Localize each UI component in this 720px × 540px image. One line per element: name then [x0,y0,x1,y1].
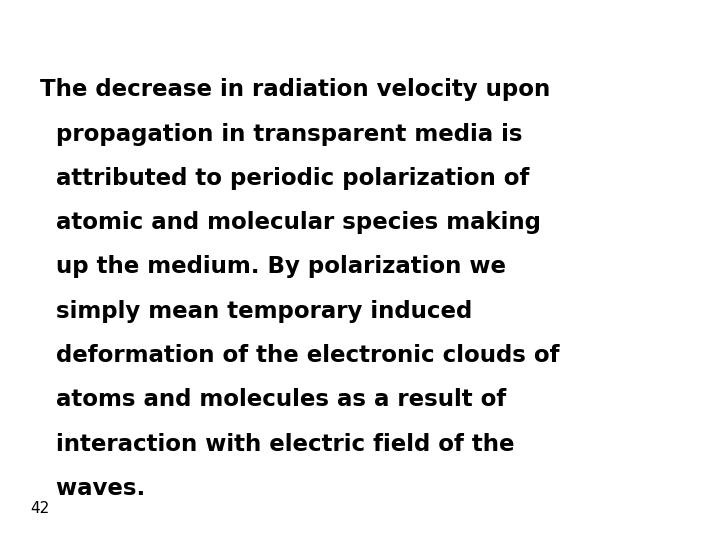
Text: up the medium. By polarization we: up the medium. By polarization we [40,255,505,279]
Text: propagation in transparent media is: propagation in transparent media is [40,123,522,146]
Text: attributed to periodic polarization of: attributed to periodic polarization of [40,167,529,190]
Text: The decrease in radiation velocity upon: The decrease in radiation velocity upon [40,78,550,102]
Text: deformation of the electronic clouds of: deformation of the electronic clouds of [40,344,559,367]
Text: waves.: waves. [40,477,145,500]
Text: 42: 42 [30,501,50,516]
Text: atomic and molecular species making: atomic and molecular species making [40,211,541,234]
Text: atoms and molecules as a result of: atoms and molecules as a result of [40,388,506,411]
Text: interaction with electric field of the: interaction with electric field of the [40,433,514,456]
Text: simply mean temporary induced: simply mean temporary induced [40,300,472,323]
